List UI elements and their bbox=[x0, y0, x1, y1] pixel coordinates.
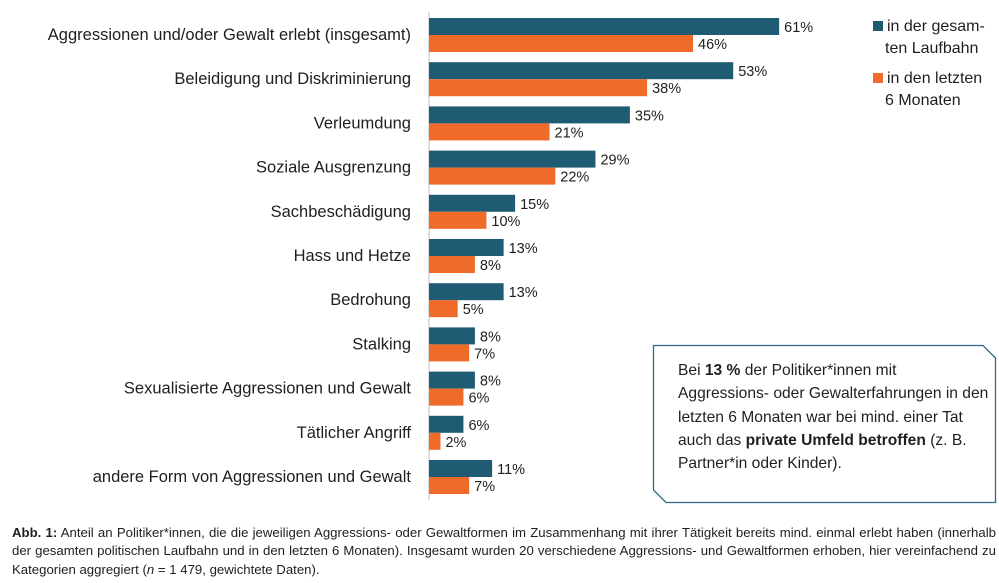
category-label-stalking: Stalking bbox=[352, 335, 411, 353]
bar-laufbahn-aggressionen-und-oder-gewalt-erlebt-insgesamt bbox=[429, 18, 780, 35]
value-label-sechs-monate-beleidigung-und-diskriminierung: 38% bbox=[652, 81, 681, 97]
value-label-laufbahn-sexualisierte-aggressionen-und-gewalt: 8% bbox=[480, 374, 501, 390]
value-label-sechs-monate-bedrohung: 5% bbox=[463, 302, 484, 318]
legend-label-sechs-monate: in den letzten 6 Monaten bbox=[885, 70, 982, 109]
callout-part2: der Politiker*innen mit Aggressions- ode… bbox=[678, 362, 989, 449]
value-label-laufbahn-verleumdung: 35% bbox=[635, 108, 664, 124]
value-label-sechs-monate-andere-form-von-aggressionen-und-gewalt: 7% bbox=[474, 479, 495, 495]
callout-bold2: private Umfeld betroffen bbox=[745, 431, 926, 449]
bar-sechs-monate-aggressionen-und-oder-gewalt-erlebt-insgesamt bbox=[429, 35, 694, 52]
legend-label-laufbahn: in der gesam-ten Laufbahn bbox=[885, 18, 985, 57]
value-label-laufbahn-hass-und-hetze: 13% bbox=[509, 241, 538, 257]
category-label-bedrohung: Bedrohung bbox=[330, 291, 411, 309]
category-label-aggressionen-und-oder-gewalt-erlebt-insgesamt: Aggressionen und/oder Gewalt erlebt (ins… bbox=[48, 26, 411, 44]
callout-part1: Bei bbox=[678, 362, 705, 379]
bar-sechs-monate-beleidigung-und-diskriminierung bbox=[429, 79, 648, 97]
bar-laufbahn-stalking bbox=[429, 327, 475, 345]
bar-sechs-monate-taetlicher-angriff bbox=[429, 432, 441, 450]
bar-laufbahn-soziale-ausgrenzung bbox=[429, 150, 596, 168]
category-label-soziale-ausgrenzung: Soziale Ausgrenzung bbox=[256, 159, 411, 177]
callout-box: Bei 13 % der Politiker*innen mit Aggress… bbox=[652, 344, 997, 504]
caption-text1: Anteil an Politiker*innen, die die jewei… bbox=[12, 525, 996, 577]
category-label-verleumdung: Verleumdung bbox=[314, 114, 411, 132]
value-label-laufbahn-andere-form-von-aggressionen-und-gewalt: 11% bbox=[497, 462, 525, 478]
bar-sechs-monate-verleumdung bbox=[429, 123, 550, 141]
value-label-sechs-monate-hass-und-hetze: 8% bbox=[480, 258, 501, 274]
value-label-laufbahn-beleidigung-und-diskriminierung: 53% bbox=[738, 64, 767, 80]
caption-label: Abb. 1: bbox=[12, 525, 58, 540]
bar-laufbahn-beleidigung-und-diskriminierung bbox=[429, 62, 734, 80]
bar-laufbahn-hass-und-hetze bbox=[429, 239, 504, 256]
value-label-sechs-monate-soziale-ausgrenzung: 22% bbox=[560, 170, 589, 186]
legend-swatch-laufbahn bbox=[873, 21, 883, 31]
caption-text2: = 1 479, gewichtete Daten). bbox=[154, 561, 320, 577]
category-label-taetlicher-angriff: Tätlicher Angriff bbox=[297, 424, 412, 442]
bar-laufbahn-bedrohung bbox=[429, 283, 504, 301]
bar-sechs-monate-sachbeschaedigung bbox=[429, 211, 487, 229]
value-label-laufbahn-soziale-ausgrenzung: 29% bbox=[600, 153, 629, 169]
callout-bold1: 13 % bbox=[704, 362, 741, 379]
bar-laufbahn-taetlicher-angriff bbox=[429, 415, 464, 433]
category-label-beleidigung-und-diskriminierung: Beleidigung und Diskriminierung bbox=[174, 70, 411, 88]
bar-sechs-monate-soziale-ausgrenzung bbox=[429, 167, 556, 185]
value-label-laufbahn-bedrohung: 13% bbox=[509, 285, 538, 301]
value-label-sechs-monate-aggressionen-und-oder-gewalt-erlebt-insgesamt: 46% bbox=[698, 37, 727, 53]
bar-laufbahn-andere-form-von-aggressionen-und-gewalt bbox=[429, 460, 493, 477]
category-label-sachbeschaedigung: Sachbeschädigung bbox=[271, 203, 411, 221]
bar-laufbahn-sexualisierte-aggressionen-und-gewalt bbox=[429, 371, 475, 389]
category-label-sexualisierte-aggressionen-und-gewalt: Sexualisierte Aggressionen und Gewalt bbox=[124, 380, 412, 398]
figure-caption: Abb. 1: Anteil an Politiker*innen, die d… bbox=[12, 524, 996, 579]
bar-sechs-monate-stalking bbox=[429, 344, 470, 362]
callout-text: Bei 13 % der Politiker*innen mit Aggress… bbox=[678, 359, 990, 475]
value-label-laufbahn-sachbeschaedigung: 15% bbox=[520, 197, 549, 213]
legend-swatch-sechs-monate bbox=[873, 73, 883, 83]
category-label-hass-und-hetze: Hass und Hetze bbox=[294, 247, 411, 265]
value-label-sechs-monate-verleumdung: 21% bbox=[555, 125, 584, 141]
value-label-sechs-monate-sexualisierte-aggressionen-und-gewalt: 6% bbox=[468, 391, 489, 407]
bar-laufbahn-sachbeschaedigung bbox=[429, 194, 516, 212]
value-label-sechs-monate-taetlicher-angriff: 2% bbox=[445, 435, 466, 451]
value-label-laufbahn-taetlicher-angriff: 6% bbox=[468, 418, 489, 434]
bar-sechs-monate-andere-form-von-aggressionen-und-gewalt bbox=[429, 477, 470, 494]
value-label-laufbahn-stalking: 8% bbox=[480, 329, 501, 345]
bar-sechs-monate-bedrohung bbox=[429, 300, 458, 318]
callout-border bbox=[652, 344, 997, 504]
callout-part3: (z. B. Partner*in oder Kinder). bbox=[678, 431, 967, 473]
bar-chart: Aggressionen und/oder Gewalt erlebt (ins… bbox=[48, 12, 985, 500]
value-label-sechs-monate-sachbeschaedigung: 10% bbox=[491, 214, 520, 230]
value-label-sechs-monate-stalking: 7% bbox=[474, 346, 495, 362]
value-label-laufbahn-aggressionen-und-oder-gewalt-erlebt-insgesamt: 61% bbox=[784, 20, 813, 36]
bar-laufbahn-verleumdung bbox=[429, 106, 630, 124]
bar-sechs-monate-hass-und-hetze bbox=[429, 256, 475, 273]
category-label-andere-form-von-aggressionen-und-gewalt: andere Form von Aggressionen und Gewalt bbox=[93, 468, 412, 486]
bar-sechs-monate-sexualisierte-aggressionen-und-gewalt bbox=[429, 388, 464, 406]
caption-n-symbol: n bbox=[146, 561, 155, 577]
